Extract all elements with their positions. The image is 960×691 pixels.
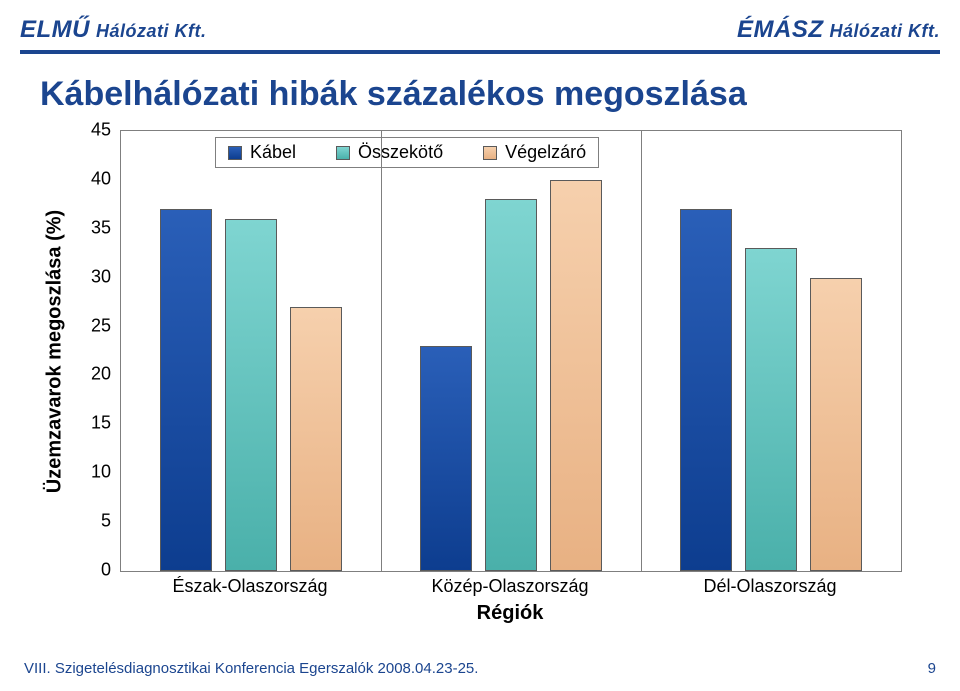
header: ELMŰHálózati Kft. ÉMÁSZHálózati Kft.	[20, 10, 940, 54]
y-tick: 10	[91, 462, 111, 483]
y-tick: 35	[91, 217, 111, 238]
bar-kábel	[420, 346, 472, 571]
plot-area: Kábel Összekötő Végelzáró	[120, 130, 902, 572]
legend-swatch	[336, 146, 350, 160]
logo-elmu: ELMŰ Hálózati Kft.	[20, 16, 207, 44]
footer-left-text: VIII. Szigetelésdiagnosztikai Konferenci…	[24, 660, 478, 677]
logo-left-main: ELMŰ	[20, 16, 90, 43]
bar-kábel	[680, 209, 732, 571]
y-tick: 0	[101, 560, 111, 581]
bar-összekötő	[225, 219, 277, 571]
x-tick-label: Dél-Olaszország	[640, 576, 900, 597]
legend: Kábel Összekötő Végelzáró	[215, 137, 599, 168]
y-axis-label: Üzemzavarok megoszlása (%)	[44, 137, 67, 567]
category-separator	[641, 131, 642, 571]
legend-item: Összekötő	[336, 142, 443, 163]
bar-összekötő	[745, 248, 797, 571]
legend-swatch	[228, 146, 242, 160]
category-separator	[381, 131, 382, 571]
y-tick: 5	[101, 511, 111, 532]
page-number: 9	[928, 660, 936, 677]
y-ticks: 051015202530354045	[75, 130, 115, 570]
legend-label: Összekötő	[358, 142, 443, 163]
y-tick: 40	[91, 168, 111, 189]
bar-összekötő	[485, 199, 537, 571]
footer: VIII. Szigetelésdiagnosztikai Konferenci…	[24, 660, 936, 677]
x-tick-label: Észak-Olaszország	[120, 576, 380, 597]
y-tick: 45	[91, 120, 111, 141]
legend-label: Kábel	[250, 142, 296, 163]
bar-végelzáró	[810, 278, 862, 571]
legend-swatch	[483, 146, 497, 160]
x-axis-label: Régiók	[120, 602, 900, 625]
bar-végelzáró	[550, 180, 602, 571]
x-tick-label: Közép-Olaszország	[380, 576, 640, 597]
legend-label: Végelzáró	[505, 142, 586, 163]
y-tick: 15	[91, 413, 111, 434]
y-tick: 20	[91, 364, 111, 385]
logo-right-main: ÉMÁSZ	[737, 16, 824, 43]
legend-item: Kábel	[228, 142, 296, 163]
chart: Üzemzavarok megoszlása (%) 0 5 10 15 20 25 30 3…	[40, 130, 920, 620]
legend-item: Végelzáró	[483, 142, 586, 163]
slide: ELMŰHálózati Kft. ÉMÁSZHálózati Kft. Káb…	[0, 0, 960, 691]
logo-emasz: ÉMÁSZHálózati Kft.	[737, 16, 940, 44]
y-axis-label-zone: Üzemzavarok megoszlása (%)	[40, 130, 70, 620]
bar-végelzáró	[290, 307, 342, 571]
logo-right-sub: Hálózati Kft.	[829, 21, 940, 41]
logo-left-sub: Hálózati Kft.	[96, 21, 207, 41]
page-title: Kábelhálózati hibák százalékos megoszlás…	[40, 75, 747, 114]
y-tick: 25	[91, 315, 111, 336]
y-tick: 30	[91, 266, 111, 287]
bar-kábel	[160, 209, 212, 571]
